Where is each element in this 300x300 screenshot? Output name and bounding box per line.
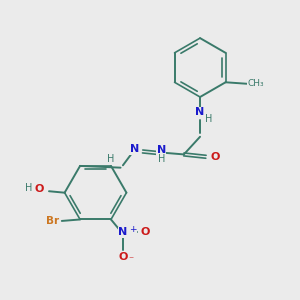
Text: N: N bbox=[157, 145, 166, 155]
Text: +: + bbox=[129, 225, 136, 234]
Text: N: N bbox=[195, 107, 205, 117]
Text: O: O bbox=[211, 152, 220, 162]
Text: N: N bbox=[118, 227, 128, 237]
Text: O: O bbox=[34, 184, 44, 194]
Text: H: H bbox=[158, 154, 165, 164]
Text: CH₃: CH₃ bbox=[248, 79, 265, 88]
Text: O: O bbox=[118, 252, 128, 262]
Text: ⁻: ⁻ bbox=[128, 255, 134, 265]
Text: N: N bbox=[130, 144, 139, 154]
Text: H: H bbox=[25, 183, 32, 193]
Text: H: H bbox=[205, 114, 212, 124]
Text: H: H bbox=[107, 154, 115, 164]
Text: O: O bbox=[141, 227, 150, 237]
Text: Br: Br bbox=[46, 216, 59, 226]
